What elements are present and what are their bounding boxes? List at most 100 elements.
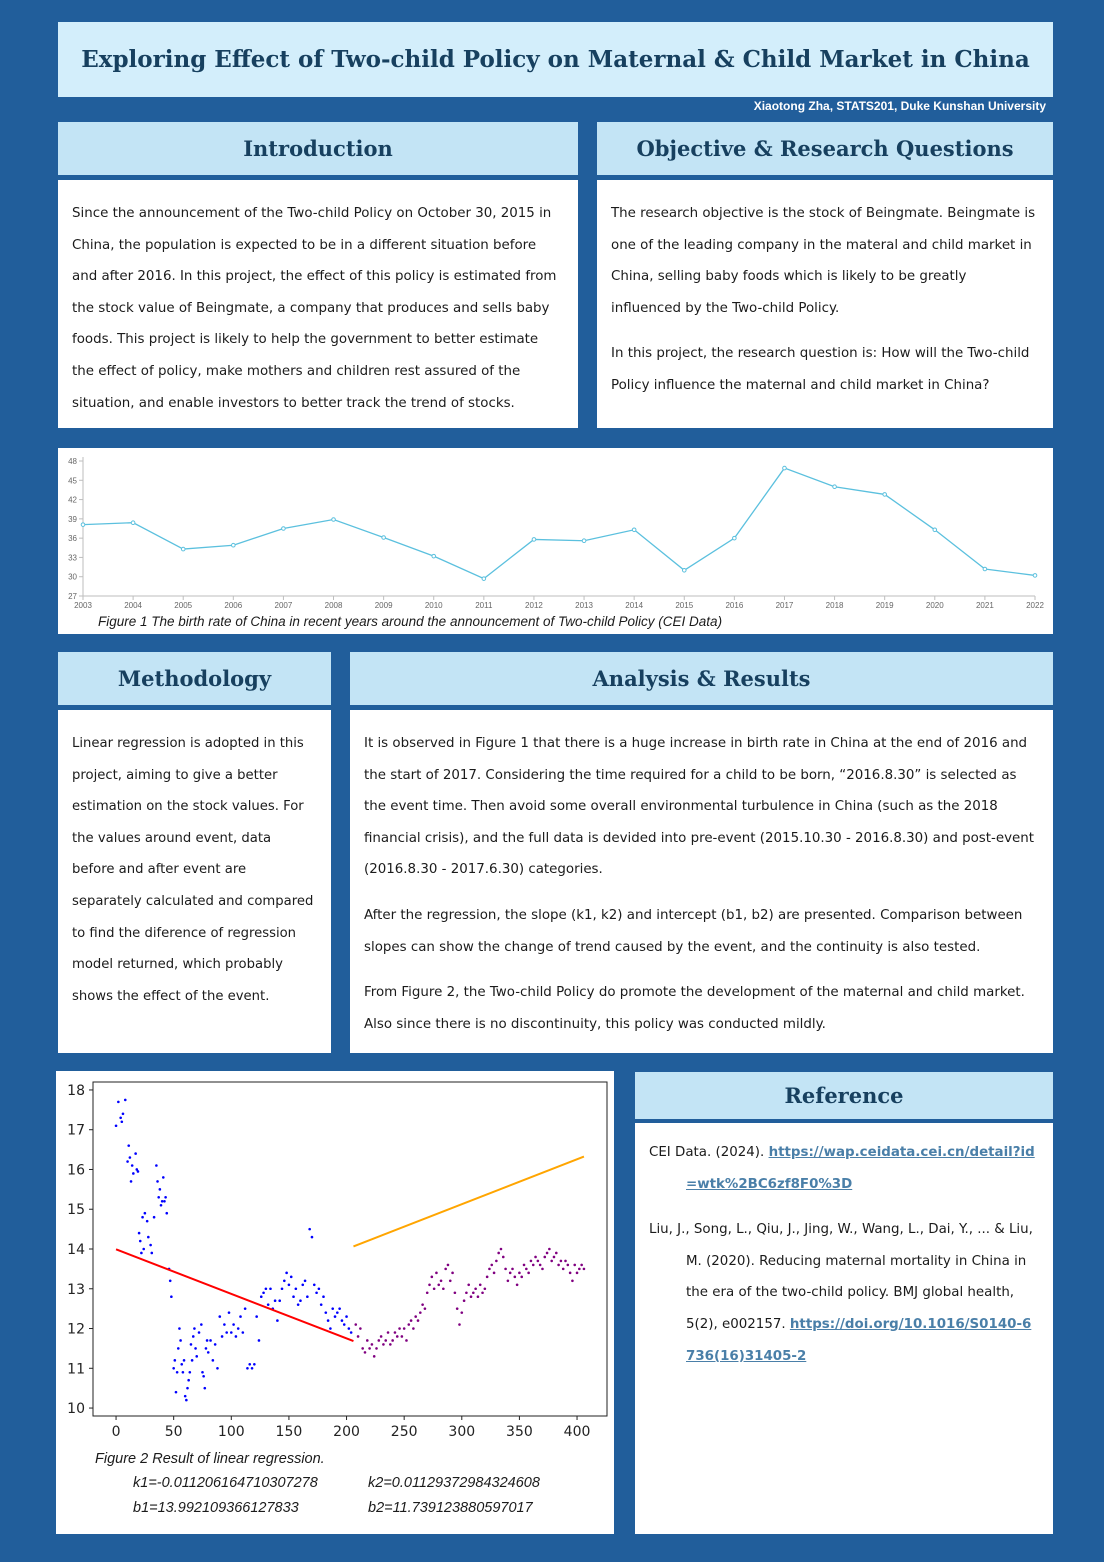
y-tick-label: 45 — [68, 476, 77, 485]
pre-event-point — [336, 1311, 339, 1314]
pre-event-point — [262, 1291, 265, 1295]
y-tick-label: 18 — [67, 1083, 85, 1099]
post-event-point — [580, 1263, 583, 1267]
introduction-header: Introduction — [58, 122, 578, 175]
pre-event-point — [280, 1287, 284, 1291]
post-event-point — [356, 1335, 360, 1338]
x-tick-label: 2019 — [876, 601, 894, 610]
pre-event-point — [128, 1156, 132, 1159]
post-event-point — [377, 1339, 381, 1342]
pre-event-point — [253, 1363, 256, 1366]
reference-2-link[interactable]: https://doi.org/10.1016/S0140-6736(16)31… — [686, 1316, 1032, 1364]
pre-event-point — [315, 1291, 318, 1295]
pre-event-point — [193, 1327, 196, 1330]
x-tick-label: 400 — [564, 1424, 591, 1440]
reference-item-2: Liu, J., Song, L., Qiu, J., Jing, W., Wa… — [649, 1214, 1039, 1372]
post-event-point — [414, 1315, 417, 1318]
post-event-point — [439, 1279, 443, 1283]
pre-event-point — [299, 1299, 302, 1302]
x-tick-label: 2006 — [224, 601, 242, 610]
pre-event-point — [292, 1295, 295, 1299]
pre-event-point — [141, 1215, 144, 1219]
y-tick-label: 33 — [68, 553, 77, 562]
objective-paragraph-2: In this project, the research question i… — [611, 346, 1030, 393]
post-event-point — [368, 1347, 371, 1350]
post-event-point — [550, 1259, 553, 1263]
post-event-point — [370, 1343, 374, 1346]
pre-event-point — [294, 1287, 298, 1291]
pre-event-point — [143, 1211, 147, 1215]
post-event-point — [571, 1279, 574, 1283]
post-event-point — [513, 1275, 517, 1279]
post-event-point — [557, 1263, 560, 1267]
post-event-point — [363, 1351, 367, 1354]
x-tick-label: 2010 — [425, 601, 443, 610]
post-event-point — [430, 1275, 434, 1279]
pre-event-point — [331, 1307, 335, 1310]
pre-event-point — [187, 1378, 190, 1382]
pre-event-point — [317, 1287, 321, 1291]
pre-event-point — [306, 1295, 309, 1299]
x-tick-label: 150 — [276, 1424, 303, 1440]
birth-rate-point — [1032, 573, 1038, 578]
pre-event-point — [322, 1295, 325, 1299]
pre-event-point — [119, 1116, 122, 1120]
pre-event-point — [157, 1196, 160, 1199]
birth-rate-line — [82, 467, 1036, 580]
pre-event-point — [225, 1331, 228, 1334]
reference-panel: CEI Data. (2024). https://wap.ceidata.ce… — [635, 1123, 1053, 1534]
post-event-point — [451, 1271, 454, 1275]
pre-event-point — [349, 1331, 353, 1334]
methodology-heading: Methodology — [117, 666, 272, 691]
pre-event-point — [338, 1307, 341, 1310]
pre-event-point — [326, 1319, 330, 1322]
pre-event-point — [216, 1366, 219, 1370]
pre-event-point — [347, 1327, 351, 1330]
post-event-point — [442, 1287, 445, 1291]
analysis-panel: It is observed in Figure 1 that there is… — [350, 710, 1053, 1053]
x-tick-label: 2011 — [475, 601, 493, 610]
pre-event-point — [264, 1287, 268, 1291]
pre-event-point — [223, 1323, 226, 1326]
pre-event-point — [273, 1299, 277, 1302]
pre-event-point — [120, 1120, 124, 1124]
pre-event-point — [147, 1235, 150, 1239]
x-tick-label: 100 — [218, 1424, 245, 1440]
x-tick-label: 2022 — [1026, 601, 1044, 610]
reference-1-link[interactable]: https://wap.ceidata.cei.cn/detail?id=wtk… — [686, 1145, 1035, 1192]
post-event-point — [375, 1347, 378, 1350]
birth-rate-point — [231, 542, 236, 548]
pre-event-point — [232, 1323, 235, 1326]
objective-header: Objective & Research Questions — [597, 122, 1053, 175]
pre-event-point — [134, 1152, 137, 1155]
post-event-point — [474, 1287, 477, 1291]
post-event-point — [545, 1251, 549, 1255]
post-event-point — [354, 1323, 358, 1326]
birth-rate-point — [180, 546, 186, 552]
plot-frame — [92, 1081, 608, 1417]
pre-event-point — [137, 1231, 141, 1235]
analysis-header: Analysis & Results — [350, 652, 1053, 705]
post-event-point — [462, 1299, 466, 1302]
post-event-point — [465, 1291, 468, 1295]
author-line: Xiaotong Zha, STATS201, Duke Kunshan Uni… — [753, 99, 1046, 113]
pre-event-point — [135, 1168, 139, 1171]
methodology-header: Methodology — [58, 652, 331, 705]
birth-rate-point — [581, 538, 587, 544]
reference-item-1: CEI Data. (2024). https://wap.ceidata.ce… — [649, 1137, 1039, 1200]
pre-event-point — [156, 1180, 159, 1183]
pre-event-point — [202, 1374, 205, 1378]
birth-rate-point — [982, 566, 988, 572]
figure-2-caption: Figure 2 Result of linear regression. — [95, 1451, 325, 1467]
birth-rate-point — [281, 526, 286, 531]
pre-event-point — [185, 1398, 188, 1402]
pre-event-point — [181, 1370, 185, 1374]
pre-event-point — [152, 1215, 156, 1219]
pre-event-point — [114, 1124, 118, 1128]
post-event-point — [582, 1267, 586, 1271]
poster-title: Exploring Effect of Two-child Policy on … — [81, 46, 1030, 73]
birth-rate-chart: 27 30 33 36 39 42 45 48 2003 2004 2005 2006 2007 2008… — [68, 457, 1044, 610]
pre-event-point — [303, 1279, 307, 1283]
pre-event-point — [121, 1112, 125, 1116]
pre-event-point — [205, 1339, 209, 1342]
